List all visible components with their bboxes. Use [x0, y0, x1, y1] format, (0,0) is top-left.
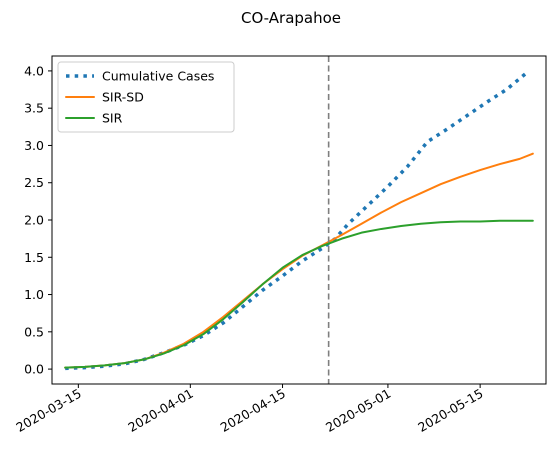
legend-label: SIR — [102, 111, 123, 126]
x-tick-label: 2020-04-01 — [125, 386, 195, 435]
series-line-sir-sd — [64, 152, 534, 369]
y-tick-label: 1.0 — [24, 287, 44, 302]
series-line-sir — [64, 219, 534, 369]
legend-box — [57, 61, 235, 133]
y-tick-label: 0.0 — [24, 362, 44, 377]
y-tick-label: 4.0 — [24, 63, 44, 78]
chart-title: CO-Arapahoe — [241, 9, 341, 27]
y-tick-label: 1.5 — [24, 250, 44, 265]
x-tick-label: 2020-05-15 — [415, 386, 485, 435]
y-tick-label: 2.5 — [24, 175, 44, 190]
y-tick-label: 0.5 — [24, 324, 44, 339]
x-tick-label: 2020-04-15 — [218, 386, 288, 435]
legend: Cumulative Cases SIR-SD SIR — [57, 61, 235, 133]
legend-label: SIR-SD — [102, 90, 144, 105]
y-tick-label: 2.0 — [24, 213, 44, 228]
legend-label: Cumulative Cases — [102, 69, 214, 84]
plot-area — [64, 56, 534, 384]
x-tick-label: 2020-03-15 — [13, 386, 83, 435]
y-tick-label: 3.5 — [24, 101, 44, 116]
y-tick-label: 3.0 — [24, 138, 44, 153]
x-tick-label: 2020-05-01 — [323, 386, 393, 435]
